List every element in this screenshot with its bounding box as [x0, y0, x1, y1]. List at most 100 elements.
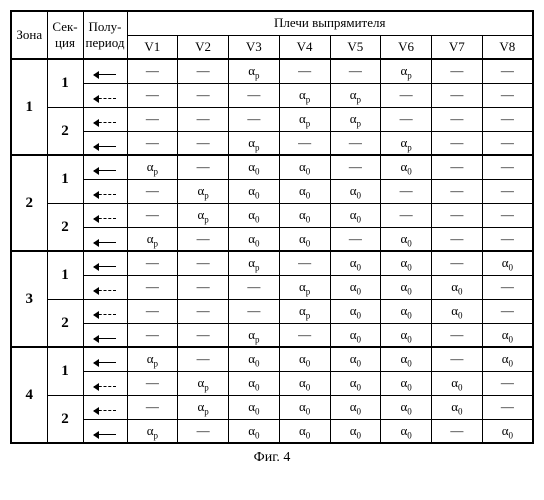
halfperiod-arrow: [83, 179, 127, 203]
cell-v3: αp: [229, 251, 280, 275]
halfperiod-arrow: [83, 227, 127, 251]
cell-v8: —: [482, 131, 533, 155]
cell-v1: αp: [127, 155, 178, 179]
cell-v4: —: [279, 59, 330, 83]
cell-v2: —: [178, 83, 229, 107]
cell-v5: α0: [330, 323, 381, 347]
cell-v2: —: [178, 131, 229, 155]
halfperiod-arrow: [83, 347, 127, 371]
cell-v7: —: [432, 107, 483, 131]
cell-v7: —: [432, 83, 483, 107]
arrow-dash: [94, 218, 116, 219]
cell-v4: —: [279, 323, 330, 347]
halfperiod-arrow: [83, 323, 127, 347]
section-3-1: 1: [47, 251, 83, 299]
halfperiod-arrow: [83, 275, 127, 299]
cell-v8: —: [482, 107, 533, 131]
arrow-dash: [94, 410, 116, 411]
cell-v4: α0: [279, 347, 330, 371]
section-4-1: 1: [47, 347, 83, 395]
cell-v1: —: [127, 203, 178, 227]
cell-v6: α0: [381, 299, 432, 323]
cell-v4: α0: [279, 395, 330, 419]
cell-v2: —: [178, 251, 229, 275]
cell-v8: α0: [482, 323, 533, 347]
cell-v4: α0: [279, 179, 330, 203]
cell-v2: —: [178, 227, 229, 251]
arrow-dash: [94, 290, 116, 291]
cell-v8: —: [482, 203, 533, 227]
cell-v1: —: [127, 131, 178, 155]
hdr-v5: V5: [330, 35, 381, 59]
cell-v4: α0: [279, 203, 330, 227]
cell-v8: —: [482, 395, 533, 419]
cell-v5: α0: [330, 419, 381, 443]
cell-v2: —: [178, 59, 229, 83]
section-4-2: 2: [47, 395, 83, 443]
hdr-section: Сек-ция: [47, 11, 83, 59]
cell-v5: —: [330, 131, 381, 155]
cell-v2: αp: [178, 371, 229, 395]
cell-v6: αp: [381, 131, 432, 155]
halfperiod-arrow: [83, 155, 127, 179]
zone-4: 4: [11, 347, 47, 443]
arrow-solid: [94, 338, 116, 339]
hdr-v8: V8: [482, 35, 533, 59]
cell-v3: α0: [229, 347, 280, 371]
cell-v7: —: [432, 59, 483, 83]
halfperiod-arrow: [83, 299, 127, 323]
arrow-dash: [94, 314, 116, 315]
cell-v7: —: [432, 227, 483, 251]
cell-v8: —: [482, 59, 533, 83]
cell-v4: α0: [279, 155, 330, 179]
cell-v7: —: [432, 251, 483, 275]
halfperiod-arrow: [83, 251, 127, 275]
cell-v6: α0: [381, 323, 432, 347]
cell-v5: α0: [330, 395, 381, 419]
cell-v1: αp: [127, 227, 178, 251]
cell-v1: —: [127, 59, 178, 83]
arrow-solid: [94, 434, 116, 435]
cell-v5: —: [330, 227, 381, 251]
cell-v4: αp: [279, 275, 330, 299]
cell-v3: —: [229, 299, 280, 323]
cell-v1: —: [127, 395, 178, 419]
cell-v6: α0: [381, 227, 432, 251]
cell-v8: —: [482, 371, 533, 395]
cell-v6: —: [381, 83, 432, 107]
cell-v6: α0: [381, 347, 432, 371]
cell-v4: α0: [279, 419, 330, 443]
section-3-2: 2: [47, 299, 83, 347]
cell-v2: αp: [178, 203, 229, 227]
cell-v1: —: [127, 323, 178, 347]
cell-v3: α0: [229, 395, 280, 419]
arrow-solid: [94, 242, 116, 243]
arrow-dash: [94, 386, 116, 387]
arrow-solid: [94, 266, 116, 267]
cell-v3: α0: [229, 227, 280, 251]
cell-v6: α0: [381, 395, 432, 419]
cell-v8: α0: [482, 251, 533, 275]
cell-v8: —: [482, 155, 533, 179]
cell-v3: —: [229, 83, 280, 107]
cell-v5: α0: [330, 251, 381, 275]
section-1-2: 2: [47, 107, 83, 155]
rectifier-table: ЗонаСек-цияПолу-периодПлечи выпрямителяV…: [10, 10, 534, 444]
cell-v8: —: [482, 299, 533, 323]
cell-v7: —: [432, 155, 483, 179]
cell-v2: —: [178, 419, 229, 443]
cell-v7: —: [432, 419, 483, 443]
cell-v1: —: [127, 107, 178, 131]
cell-v6: —: [381, 203, 432, 227]
arrow-dash: [94, 194, 116, 195]
cell-v8: —: [482, 83, 533, 107]
section-2-2: 2: [47, 203, 83, 251]
cell-v3: —: [229, 107, 280, 131]
cell-v3: αp: [229, 323, 280, 347]
cell-v1: —: [127, 275, 178, 299]
section-2-1: 1: [47, 155, 83, 203]
cell-v6: —: [381, 179, 432, 203]
cell-v3: α0: [229, 419, 280, 443]
cell-v5: α0: [330, 347, 381, 371]
cell-v7: —: [432, 203, 483, 227]
